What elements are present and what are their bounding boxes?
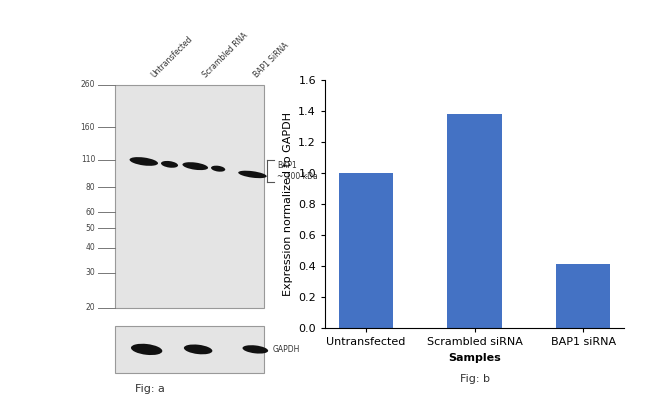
Text: 40: 40 — [85, 243, 95, 252]
Y-axis label: Expression normalized to GAPDH: Expression normalized to GAPDH — [283, 112, 292, 296]
Bar — [339, 173, 393, 328]
Text: 20: 20 — [86, 304, 95, 312]
Text: Scrambled RNA: Scrambled RNA — [201, 31, 250, 80]
Text: 80: 80 — [86, 183, 95, 192]
Ellipse shape — [211, 166, 226, 172]
Text: BAP1
~ 100 kDa: BAP1 ~ 100 kDa — [277, 161, 317, 180]
Text: BAP1 SiRNA: BAP1 SiRNA — [252, 41, 291, 80]
Text: Fig: b: Fig: b — [460, 374, 489, 384]
Text: Fig: a: Fig: a — [135, 384, 164, 394]
Bar — [556, 264, 610, 328]
Ellipse shape — [129, 157, 158, 166]
Ellipse shape — [242, 345, 268, 354]
Text: GAPDH: GAPDH — [272, 345, 300, 354]
Text: 50: 50 — [85, 224, 95, 233]
Text: 110: 110 — [81, 155, 95, 164]
Bar — [115, 326, 264, 373]
Ellipse shape — [131, 344, 162, 355]
Bar — [447, 114, 502, 328]
Ellipse shape — [184, 344, 213, 354]
Text: 260: 260 — [81, 80, 95, 89]
Ellipse shape — [183, 162, 208, 170]
Text: 60: 60 — [85, 208, 95, 217]
Text: Untransfected: Untransfected — [150, 34, 194, 80]
X-axis label: Samples: Samples — [448, 352, 501, 362]
Ellipse shape — [161, 161, 178, 168]
Ellipse shape — [239, 171, 266, 178]
Text: 30: 30 — [85, 268, 95, 277]
Text: 160: 160 — [81, 122, 95, 132]
Bar — [115, 85, 264, 308]
